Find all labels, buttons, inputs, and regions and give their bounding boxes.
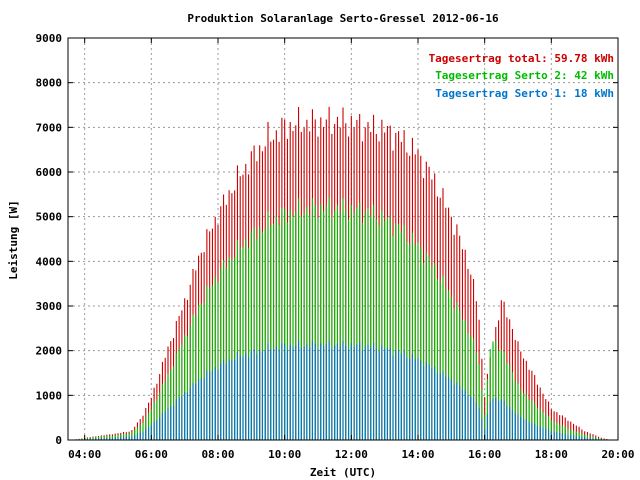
x-tick-label: 12:00: [335, 448, 368, 461]
y-tick-label: 4000: [36, 255, 63, 268]
x-tick-label: 10:00: [268, 448, 301, 461]
x-tick-label: 14:00: [401, 448, 434, 461]
y-tick-label: 0: [55, 434, 62, 447]
y-tick-labels: 0 1000 2000 3000 4000 5000 6000 7000 8000 9000: [36, 32, 63, 447]
y-tick-label: 5000: [36, 211, 63, 224]
legend: Tagesertrag total: 59.78 kWh Tagesertrag…: [429, 52, 614, 100]
axis-ticks: [68, 37, 619, 441]
y-tick-label: 8000: [36, 77, 63, 90]
x-tick-label: 20:00: [601, 448, 634, 461]
x-tick-label: 06:00: [135, 448, 168, 461]
y-tick-label: 1000: [36, 389, 63, 402]
x-tick-label: 04:00: [68, 448, 101, 461]
y-tick-label: 9000: [36, 32, 63, 45]
x-axis-label: Zeit (UTC): [310, 466, 376, 479]
y-tick-label: 7000: [36, 121, 63, 134]
x-tick-label: 16:00: [468, 448, 501, 461]
x-tick-label: 18:00: [535, 448, 568, 461]
y-tick-label: 2000: [36, 345, 63, 358]
x-tick-label: 08:00: [201, 448, 234, 461]
legend-entry-serto1: Tagesertrag Serto 1: 18 kWh: [435, 87, 614, 100]
y-tick-label: 6000: [36, 166, 63, 179]
y-axis-label: Leistung [W]: [7, 200, 20, 279]
legend-entry-serto2: Tagesertrag Serto 2: 42 kWh: [435, 69, 614, 82]
plot-frame: [67, 37, 619, 441]
x-tick-labels: 04:00 06:00 08:00 10:00 12:00 14:00 16:00 18:00…: [68, 448, 634, 461]
chart-title: Produktion Solaranlage Serto-Gressel 201…: [187, 12, 499, 25]
series-serto1-bars: [75, 340, 611, 440]
legend-entry-total: Tagesertrag total: 59.78 kWh: [429, 52, 614, 65]
y-tick-label: 3000: [36, 300, 63, 313]
